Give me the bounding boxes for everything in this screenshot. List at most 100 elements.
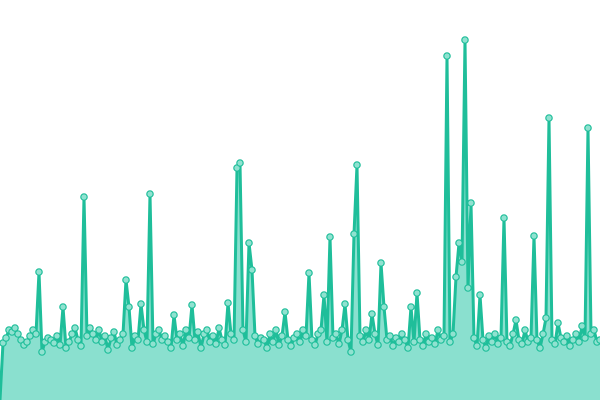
data-point [38,348,46,356]
data-point [221,341,229,349]
data-point [476,291,484,299]
data-point [164,338,172,346]
data-point [275,341,283,349]
data-point [182,326,190,334]
data-point [239,326,247,334]
data-point [434,326,442,334]
data-point [212,340,220,348]
data-point [542,314,550,322]
data-point [452,273,460,281]
data-point [35,268,43,276]
data-point [458,258,466,266]
data-point [248,266,256,274]
data-point [56,341,64,349]
data-point [362,326,370,334]
data-point [422,330,430,338]
data-point [332,330,340,338]
data-point [317,326,325,334]
data-point [140,326,148,334]
data-point [53,332,61,340]
data-point [491,330,499,338]
data-point [380,303,388,311]
data-point [155,326,163,334]
data-point [560,338,568,346]
data-point [260,336,268,344]
data-point [230,336,238,344]
data-point [116,336,124,344]
data-point [224,299,232,307]
data-point [554,319,562,327]
data-point [14,330,22,338]
data-point [473,342,481,350]
data-point [188,301,196,309]
data-point [197,344,205,352]
data-point [443,52,451,60]
data-point [245,239,253,247]
data-point [134,336,142,344]
data-point [341,300,349,308]
data-point [479,336,487,344]
data-point [281,308,289,316]
data-point [413,289,421,297]
data-point [122,276,130,284]
data-point [335,340,343,348]
data-point [65,338,73,346]
data-point [440,332,448,340]
data-point [191,336,199,344]
data-point [176,330,184,338]
data-point [350,230,358,238]
data-point [407,303,415,311]
data-point [161,332,169,340]
data-point [137,300,145,308]
data-point [590,326,598,334]
data-point [470,334,478,342]
data-point [371,330,379,338]
area-fill [0,40,600,400]
data-point [464,284,472,292]
data-point [146,190,154,198]
data-point [404,344,412,352]
data-point [530,232,538,240]
data-point [416,336,424,344]
data-point [365,336,373,344]
data-point [278,332,286,340]
data-point [338,326,346,334]
data-point [110,328,118,336]
data-point [368,310,376,318]
data-point [62,344,70,352]
data-point [167,344,175,352]
data-point [377,259,385,267]
data-point [356,332,364,340]
data-point [68,330,76,338]
data-point [128,344,136,352]
data-point [296,338,304,346]
data-point [320,291,328,299]
data-point [269,338,277,346]
data-point [236,159,244,167]
data-point [401,336,409,344]
data-point [209,332,217,340]
data-point [266,330,274,338]
data-point [227,330,235,338]
data-point [347,348,355,356]
data-point [509,330,517,338]
data-point [389,342,397,350]
data-point [125,303,133,311]
data-point [173,336,181,344]
data-points [0,36,600,356]
data-point [107,334,115,342]
data-point [467,199,475,207]
data-point [500,214,508,222]
data-point [506,342,514,350]
data-point [344,336,352,344]
data-point [545,114,553,122]
data-point [572,330,580,338]
data-point [77,342,85,350]
data-point [254,340,262,348]
data-point [242,338,250,346]
data-point [539,330,547,338]
data-point [59,303,67,311]
data-point [311,341,319,349]
data-point [563,332,571,340]
data-point [302,332,310,340]
